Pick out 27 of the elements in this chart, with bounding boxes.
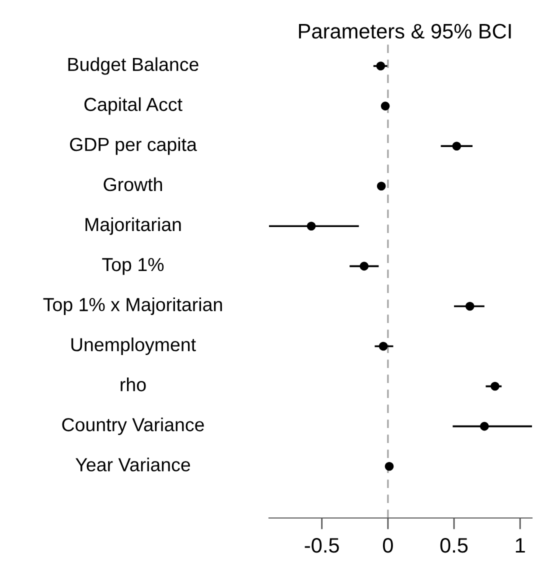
y-tick-label: Capital Acct bbox=[84, 97, 182, 115]
y-tick-label: rho bbox=[120, 378, 146, 392]
y-tick-label: Unemployment bbox=[71, 338, 196, 355]
chart-title: Parameters & 95% BCI bbox=[299, 24, 511, 39]
point bbox=[380, 102, 390, 110]
x-tick-label: 0.5 bbox=[440, 538, 468, 553]
y-tick-label: Year Variance bbox=[76, 458, 190, 472]
point bbox=[384, 462, 394, 471]
point bbox=[490, 382, 500, 391]
point bbox=[378, 342, 388, 351]
point bbox=[376, 182, 386, 191]
x-tick-label: 0 bbox=[382, 538, 393, 553]
point bbox=[452, 142, 462, 150]
y-tick-label: Country Variance bbox=[62, 418, 204, 436]
y-tick-label: Top 1% bbox=[102, 258, 164, 275]
y-tick-label: GDP per capita bbox=[70, 137, 197, 155]
y-tick-label: Majoritarian bbox=[86, 217, 181, 235]
y-tick-label: Top 1% x Majoritarian bbox=[43, 297, 222, 315]
point bbox=[376, 62, 386, 70]
point bbox=[480, 422, 489, 431]
point bbox=[360, 262, 369, 271]
y-tick-label: Growth bbox=[104, 177, 162, 192]
x-tick-label: -0.5 bbox=[304, 538, 339, 553]
y-tick-label: Budget Balance bbox=[68, 57, 198, 75]
point bbox=[306, 222, 316, 231]
x-tick-label: 1 bbox=[516, 538, 525, 553]
point bbox=[465, 302, 474, 311]
